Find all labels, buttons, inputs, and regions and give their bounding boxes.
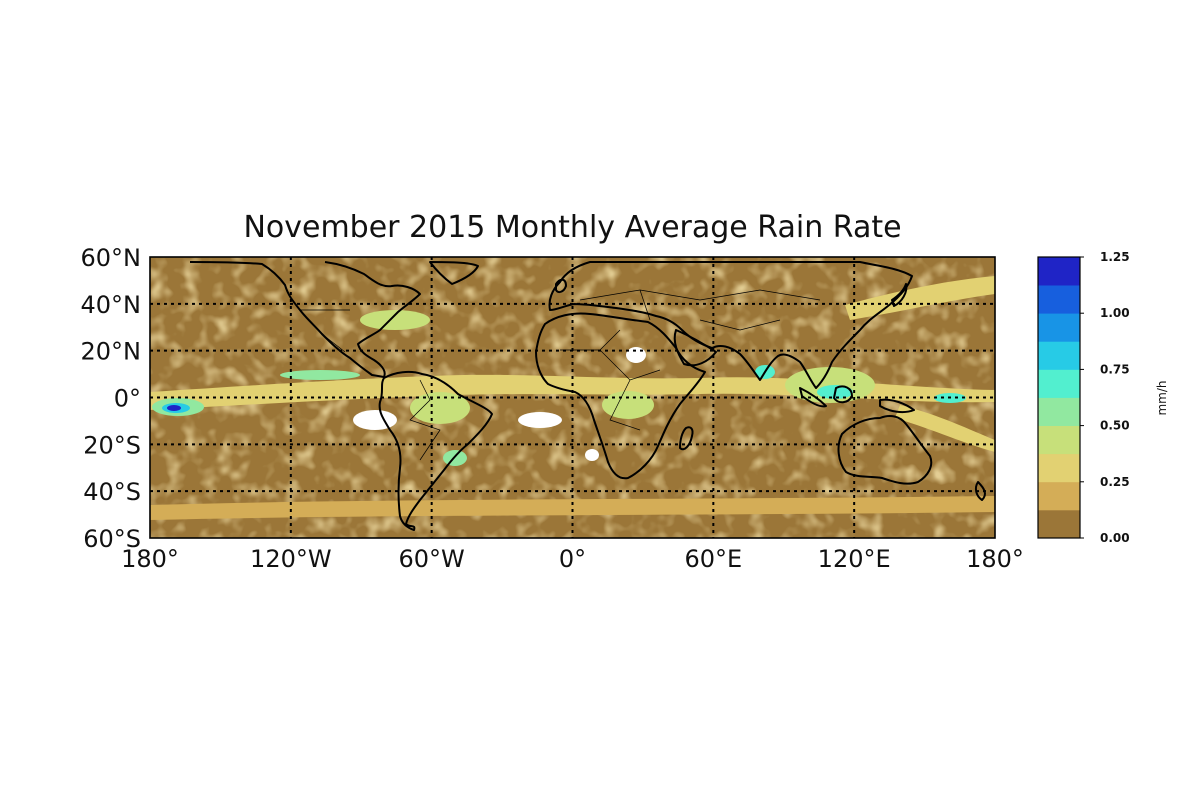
australia-coast	[837, 415, 933, 485]
colorbar: 0.00 0.25 0.50 0.75 1.00 1.25	[1037, 250, 1130, 545]
colorbar-swatch	[1038, 425, 1080, 455]
colorbar-swatch	[1038, 285, 1080, 314]
lon-tick-label: 120°W	[250, 545, 332, 573]
colorbar-swatch	[1038, 313, 1080, 342]
lat-tick-label: 0°	[114, 385, 141, 413]
lat-tick-label: 40°S	[83, 478, 141, 506]
lon-tick-label: 180°	[121, 545, 179, 573]
colorbar-tick-label: 1.00	[1100, 306, 1130, 320]
east-pacific-rain	[280, 370, 360, 380]
sumatra-coast	[799, 387, 827, 408]
amazon-rain	[410, 392, 470, 424]
lon-tick-label: 60°E	[684, 545, 742, 573]
longitude-tick-labels: 180° 120°W 60°W 0° 60°E 120°E 180°	[121, 545, 1024, 573]
madagascar-coast	[679, 426, 694, 451]
colorbar-swatch	[1038, 257, 1080, 286]
latitude-tick-labels: 60°N 40°N 20°N 0° 20°S 40°S 60°S	[81, 244, 142, 553]
lat-tick-label: 40°N	[81, 291, 142, 319]
congo-rain	[602, 391, 654, 419]
colorbar-frame	[1037, 256, 1081, 539]
colorbar-tick-label: 1.25	[1100, 250, 1130, 264]
colorbar-tick-label: 0.75	[1100, 362, 1130, 376]
arabia-coast	[673, 329, 717, 367]
se-atlantic-no-data	[518, 412, 562, 428]
graticule	[150, 257, 995, 538]
colorbar-swatch	[1038, 397, 1080, 426]
coastlines	[189, 261, 986, 531]
colorbar-swatch	[1038, 509, 1080, 539]
map-frame	[149, 256, 996, 539]
new-zealand-coast	[974, 481, 986, 501]
colorbar-swatch	[1038, 369, 1080, 398]
lat-tick-label: 60°N	[81, 244, 142, 272]
new-guinea-coast	[879, 398, 915, 414]
north-america-coast	[189, 261, 421, 378]
gulf-stream-rain	[360, 310, 430, 330]
central-pacific-rain-max	[167, 405, 181, 411]
greenland-coast	[429, 261, 479, 285]
lat-tick-label: 20°N	[81, 338, 142, 366]
uk-coast	[555, 278, 567, 294]
se-pacific-no-data	[353, 410, 397, 430]
lat-tick-label: 20°S	[83, 431, 141, 459]
colorbar-tick-label: 0.50	[1100, 419, 1130, 433]
lat-tick-label: 60°S	[83, 525, 141, 553]
eurasia-coast	[548, 261, 913, 389]
sahara-no-data	[626, 347, 646, 363]
colorbar-swatch	[1038, 481, 1080, 511]
colorbar-swatch	[1038, 341, 1080, 370]
namibia-no-data	[585, 449, 599, 461]
africa-coast	[535, 312, 706, 480]
colorbar-swatch	[1038, 453, 1080, 483]
map-title: November 2015 Monthly Average Rain Rate	[243, 210, 902, 245]
colorbar-tick-label: 0.00	[1100, 531, 1130, 545]
colorbar-tick-label: 0.25	[1100, 475, 1130, 489]
spcz-band	[895, 405, 995, 452]
lon-tick-label: 120°E	[818, 545, 891, 573]
lon-tick-label: 60°W	[399, 545, 465, 573]
lon-tick-label: 0°	[559, 545, 586, 573]
southern-band	[150, 496, 995, 520]
japan-coast	[891, 283, 908, 307]
south-america-coast	[378, 370, 493, 531]
borneo-coast	[833, 385, 853, 404]
lon-tick-label: 180°	[966, 545, 1024, 573]
colorbar-label: mm/h	[1155, 380, 1169, 415]
